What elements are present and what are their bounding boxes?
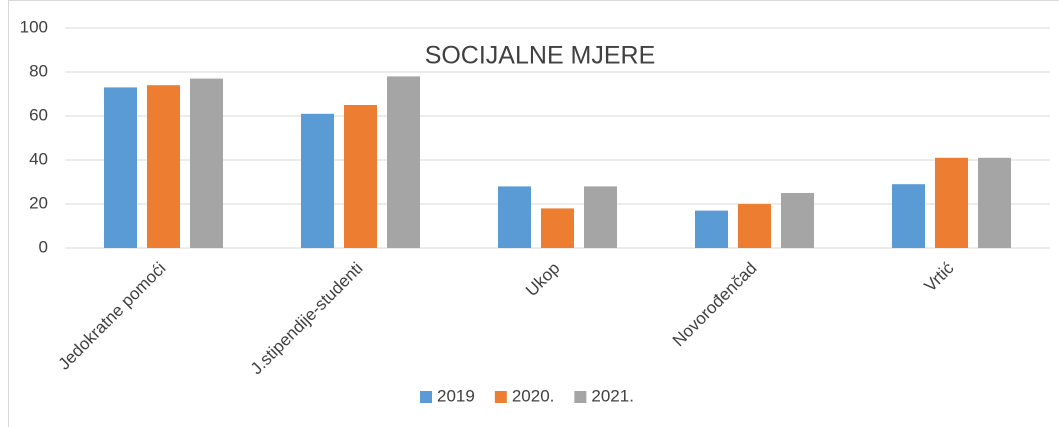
bar: [695, 210, 728, 248]
y-tick-label: 100: [20, 17, 48, 36]
y-tick-label: 60: [29, 105, 48, 124]
y-tick-label: 0: [39, 237, 48, 256]
x-tick-label: J.stipendije-studenti: [247, 259, 367, 379]
bar: [892, 184, 925, 248]
bar: [935, 157, 968, 248]
x-tick-label: Ukop: [522, 259, 563, 300]
legend-swatch: [574, 391, 587, 403]
x-tick-label: Novorođenčad: [669, 259, 761, 351]
bar: [584, 186, 617, 248]
legend-label: 2021.: [591, 386, 634, 405]
bar: [344, 105, 377, 248]
bar: [104, 87, 137, 249]
chart-frame: [8, 0, 1059, 427]
chart-title: SOCIJALNE MJERE: [425, 42, 656, 70]
bar: [781, 193, 814, 248]
legend-label: 2019: [437, 386, 475, 405]
bar: [738, 204, 771, 248]
bar: [498, 186, 531, 248]
bar: [190, 78, 223, 248]
y-tick-label: 40: [29, 149, 48, 168]
legend-label: 2020.: [512, 386, 555, 405]
bar: [978, 157, 1011, 248]
y-tick-label: 80: [29, 61, 48, 80]
bar: [147, 85, 180, 248]
x-tick-label: Jedokratne pomoći: [54, 259, 169, 374]
legend-swatch: [494, 391, 507, 403]
legend-swatch: [420, 391, 432, 403]
bar: [301, 113, 334, 248]
y-tick-label: 20: [29, 193, 48, 212]
bar: [387, 76, 420, 249]
x-tick-label: Vrtić: [920, 258, 957, 295]
bar: [541, 208, 574, 248]
